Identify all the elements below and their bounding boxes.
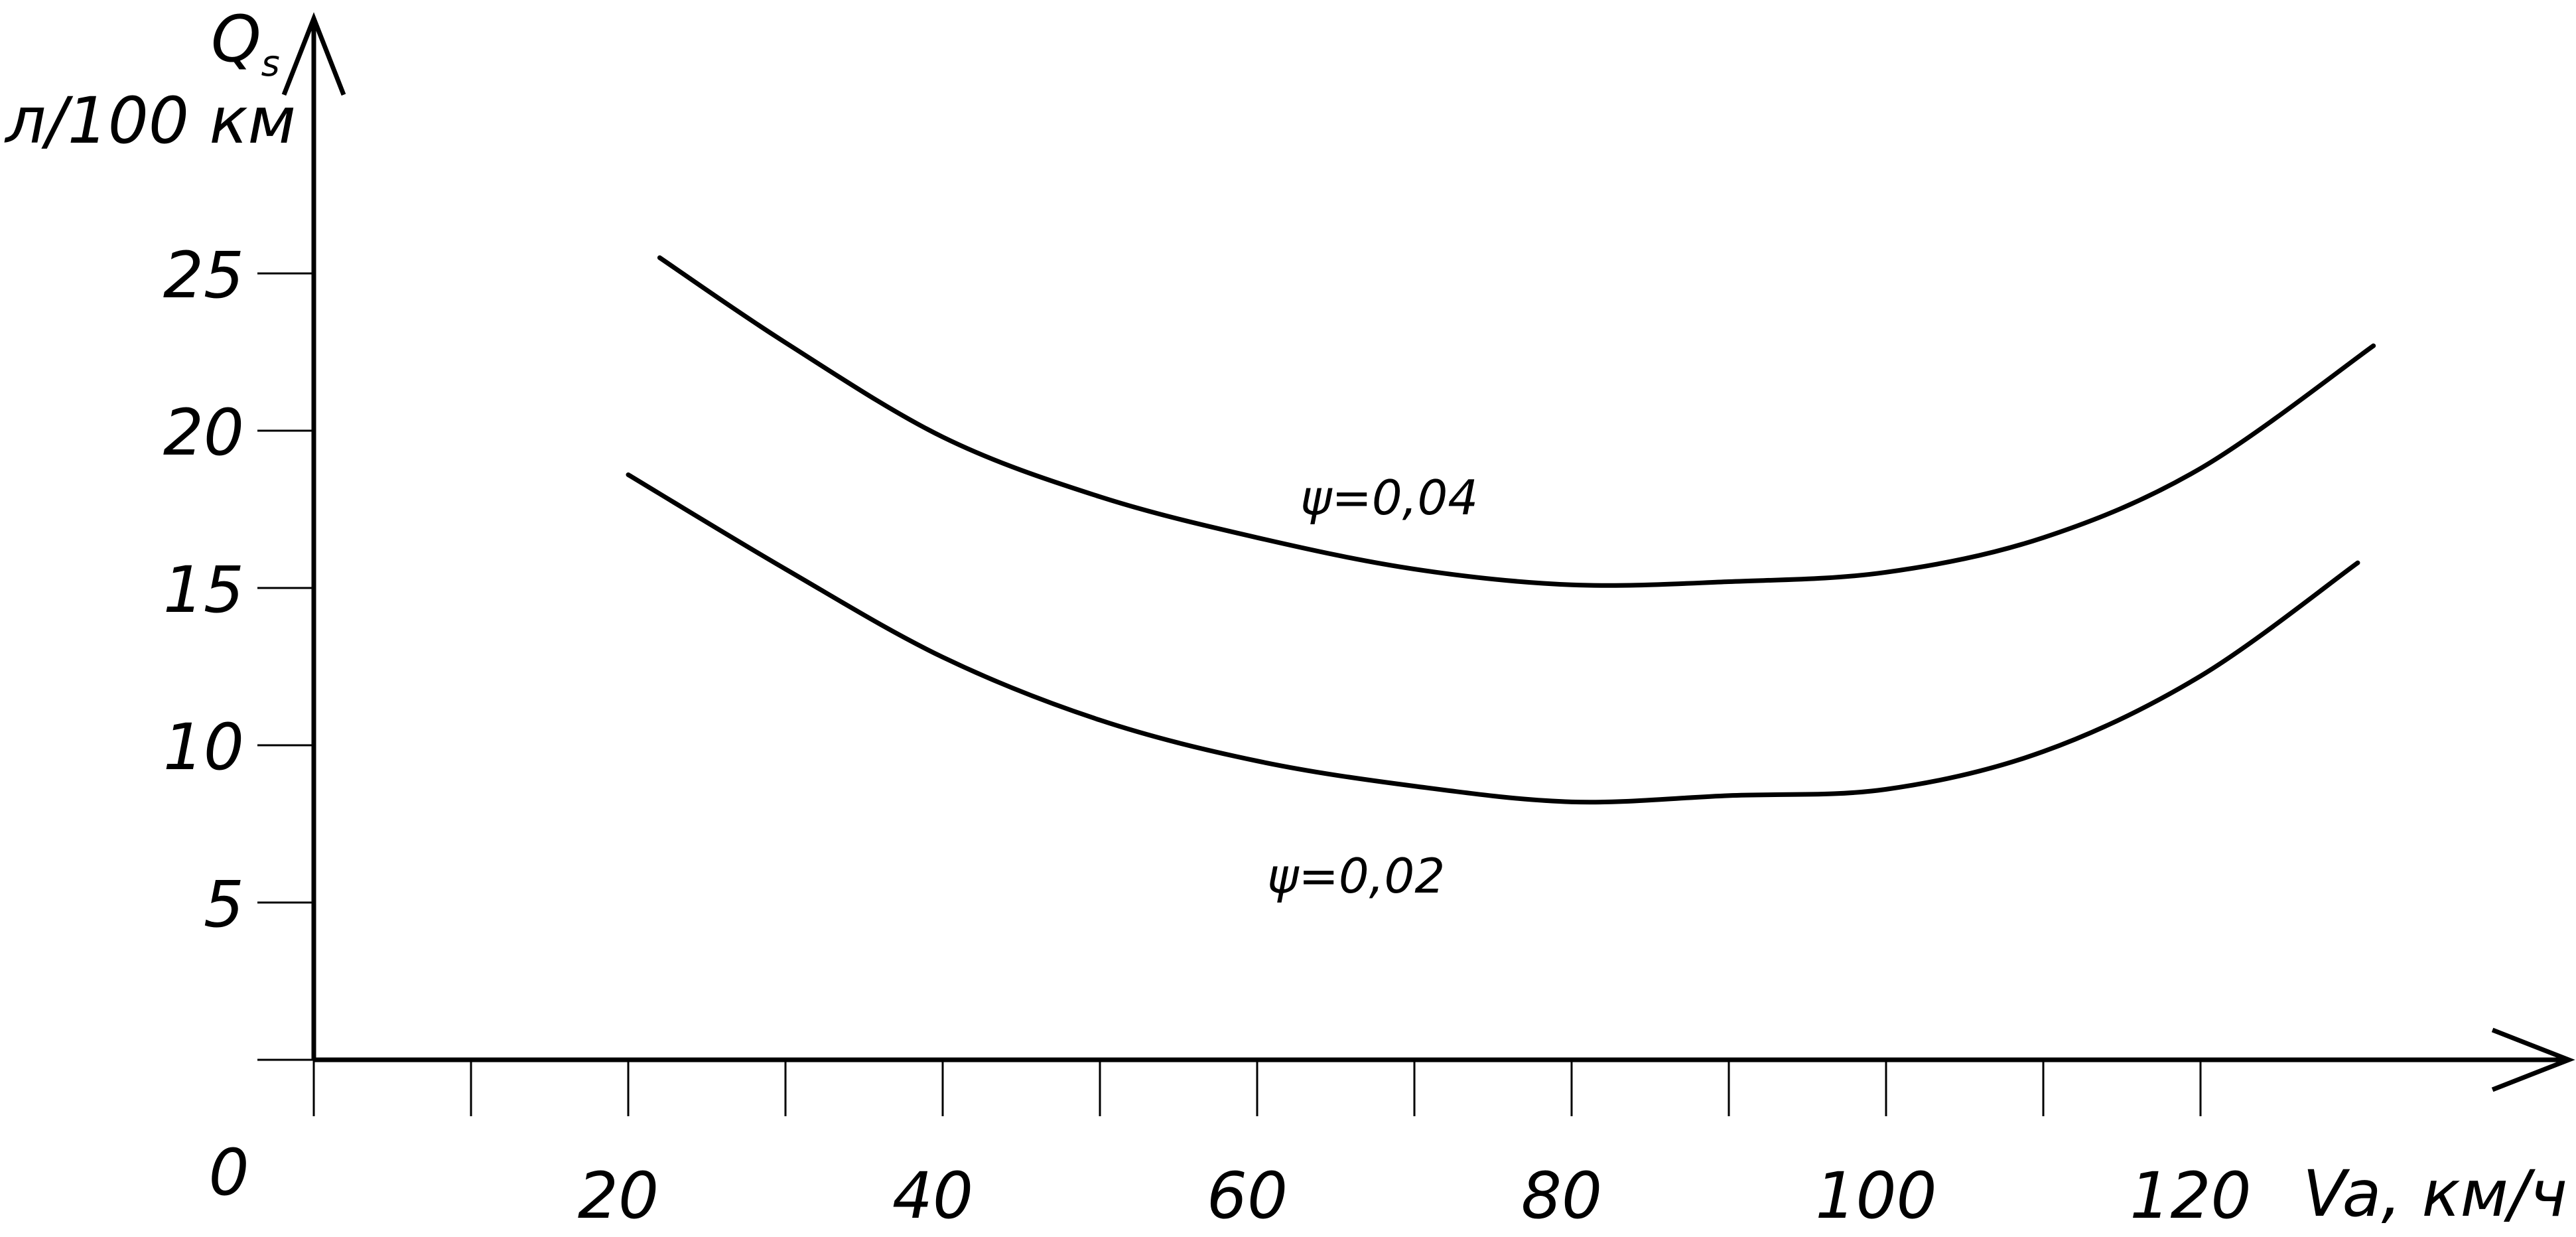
series-line-0 <box>657 255 2376 588</box>
y-tick-label: 25 <box>163 238 244 313</box>
x-tick-label: 60 <box>1207 1159 1288 1233</box>
y-axis-units: л/100 км <box>4 84 296 158</box>
series-label-psi-002: ψ=0,02 <box>1267 848 1445 904</box>
x-tick-label: 120 <box>2130 1159 2251 1233</box>
axes <box>281 12 2575 1092</box>
series-label-psi-004: ψ=0,04 <box>1300 470 1478 526</box>
series-labels: ψ=0,04 ψ=0,02 <box>1267 470 1478 904</box>
x-axis-title: Va, км/ч <box>2303 1157 2567 1231</box>
y-tick-label: 15 <box>163 553 244 627</box>
curves <box>626 255 2376 805</box>
y-axis-arrow <box>281 12 346 96</box>
axis-titles: Qs л/100 км Va, км/ч 0 <box>4 2 2567 1231</box>
origin-label: 0 <box>208 1135 249 1210</box>
y-axis-symbol: Qs <box>211 2 280 84</box>
tick-labels: 20 40 60 80 100 120 5 10 15 20 25 <box>163 238 2252 1233</box>
y-tick-label: 20 <box>163 396 244 470</box>
y-tick-label: 10 <box>163 710 244 784</box>
y-axis-symbol-subscript: s <box>261 42 280 84</box>
y-axis-symbol-main: Q <box>211 2 261 76</box>
series-line-1 <box>626 472 2360 805</box>
x-tick-label: 20 <box>578 1159 659 1233</box>
x-tick-label: 80 <box>1521 1159 1602 1233</box>
x-tick-label: 100 <box>1815 1159 1936 1233</box>
y-tick-label: 5 <box>204 867 244 942</box>
x-tick-label: 40 <box>892 1159 973 1233</box>
x-axis-arrow <box>2491 1027 2575 1092</box>
ticks <box>257 272 2202 1116</box>
